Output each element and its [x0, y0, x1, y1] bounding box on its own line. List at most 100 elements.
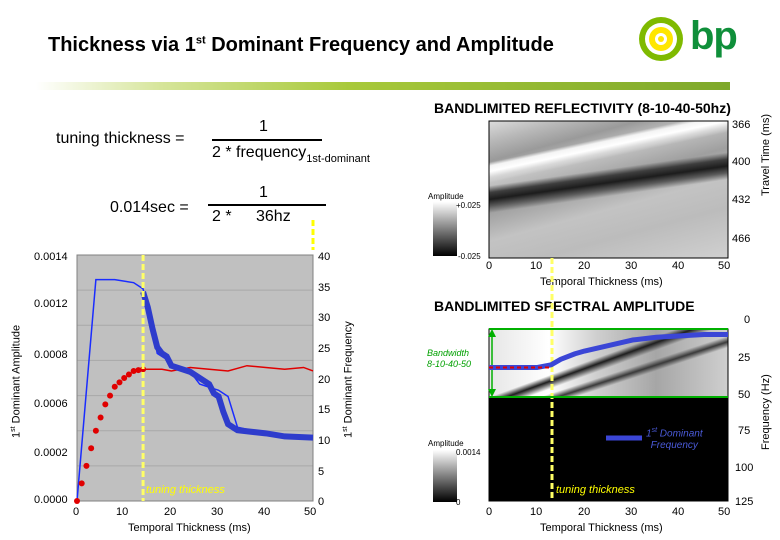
- spec-ytick: 75: [738, 425, 751, 437]
- amplitude-marker: [107, 392, 114, 399]
- refl-xtick: 40: [672, 260, 685, 272]
- left-xtick: 20: [164, 506, 177, 518]
- spec-xtick: 30: [625, 506, 638, 518]
- left-ytick: 0.0000: [34, 494, 68, 506]
- reflectivity-border: [488, 120, 729, 259]
- spectral-image: [489, 329, 728, 501]
- right-ytick: 5: [318, 466, 325, 478]
- numerator-2: 1: [259, 184, 268, 201]
- frequency-thick-line: [140, 291, 314, 441]
- bandwidth-arrow-down: [488, 389, 496, 397]
- amplitude-marker: [135, 367, 142, 374]
- value-label: 0.014sec =: [110, 199, 189, 216]
- bandwidth-arrow-up: [488, 329, 496, 337]
- amplitude-marker: [116, 379, 123, 386]
- refl-xtick: 0: [486, 260, 493, 272]
- bp-logo: bp: [636, 14, 756, 64]
- refl-x-axis-label: Temporal Thickness (ms): [540, 276, 663, 288]
- spectral-title: BANDLIMITED SPECTRAL AMPLITUDE: [434, 298, 695, 314]
- spectral-colorbar: [433, 450, 457, 502]
- reflectivity-colorbar-label: Amplitude: [428, 192, 464, 201]
- amplitude-marker: [78, 480, 85, 487]
- denominator-1: 2 * frequency1st-dominant: [212, 144, 370, 165]
- bp-logo-text: bp: [690, 14, 738, 58]
- amplitude-marker: [111, 383, 118, 390]
- amplitude-line: [143, 364, 314, 372]
- spec-xtick: 50: [718, 506, 731, 518]
- reflectivity-title: BANDLIMITED REFLECTIVITY (8-10-40-50hz): [434, 100, 731, 116]
- reflectivity-image: [489, 121, 728, 258]
- spec-ytick: 100: [735, 462, 754, 474]
- reflectivity-colorbar: [433, 202, 457, 256]
- left-ytick: 0.0006: [34, 398, 68, 410]
- spec-xtick: 10: [530, 506, 543, 518]
- left-tuning-annotation: tuning thickness: [146, 484, 225, 496]
- spec-xtick: 20: [578, 506, 591, 518]
- spectral-colorbar-min: 0: [456, 498, 461, 507]
- amplitude-marker: [88, 445, 95, 452]
- amplitude-marker: [83, 462, 90, 469]
- fraction-line-1: [212, 139, 322, 141]
- left-xtick: 40: [258, 506, 271, 518]
- legend-label: 1st Dominant Frequency: [646, 427, 703, 452]
- refl-ytick: 432: [732, 194, 751, 206]
- bandwidth-label: Bandwidth 8-10-40-50: [427, 348, 472, 369]
- spectral-colorbar-label: Amplitude: [428, 439, 464, 448]
- spectral-bright-band: [489, 329, 728, 397]
- amplitude-marker: [125, 371, 132, 378]
- left-xtick: 0: [73, 506, 80, 518]
- amplitude-marker: [102, 401, 109, 408]
- bp-helios-icon: [639, 17, 683, 61]
- amplitude-marker: [97, 414, 104, 421]
- refl-xtick: 50: [718, 260, 731, 272]
- left-ytick: 0.0002: [34, 447, 68, 459]
- right-ytick: 15: [318, 404, 331, 416]
- refl-xtick: 20: [578, 260, 591, 272]
- right-ytick: 10: [318, 435, 331, 447]
- refl-xtick: 30: [625, 260, 638, 272]
- spec-ytick: 25: [738, 352, 751, 364]
- left-ytick: 0.0008: [34, 349, 68, 361]
- reflectivity-colorbar-max: +0.025: [456, 201, 481, 210]
- denominator-2a: 2 *: [212, 208, 232, 225]
- fraction-line-2: [208, 204, 326, 206]
- left-x-axis-label: Temporal Thickness (ms): [128, 522, 251, 534]
- spectral-colorbar-max: 0.0014: [456, 448, 481, 457]
- left-ytick: 0.0012: [34, 298, 68, 310]
- right-ytick: 0: [318, 496, 325, 508]
- reflectivity-colorbar-min: -0.025: [458, 252, 481, 261]
- left-plot-border: [76, 254, 314, 502]
- left-xtick: 10: [116, 506, 129, 518]
- spec-x-axis-label: Temporal Thickness (ms): [540, 522, 663, 534]
- spectral-tuning-annotation: tuning thickness: [556, 484, 635, 496]
- spec-xtick: 40: [672, 506, 685, 518]
- amplitude-marker: [130, 367, 137, 374]
- right-ytick: 30: [318, 312, 331, 324]
- refl-ytick: 400: [732, 156, 751, 168]
- amplitude-marker: [92, 427, 99, 434]
- spec-ytick: 125: [735, 496, 754, 508]
- denominator-2b: 36hz: [256, 208, 291, 225]
- slide-title: Thickness via 1st Dominant Frequency and…: [48, 34, 554, 56]
- spec-ytick: 0: [744, 314, 751, 326]
- refl-xtick: 10: [530, 260, 543, 272]
- numerator-1: 1: [259, 118, 268, 135]
- right-ytick: 25: [318, 343, 331, 355]
- refl-ytick: 366: [732, 119, 751, 131]
- spec-ytick: 50: [738, 389, 751, 401]
- right-ytick: 35: [318, 282, 331, 294]
- left-xtick: 30: [211, 506, 224, 518]
- amplitude-marker: [121, 375, 128, 381]
- left-ytick: 0.0014: [34, 251, 68, 263]
- right-ytick: 20: [318, 374, 331, 386]
- amplitude-marker: [74, 498, 80, 504]
- title-divider: [36, 82, 730, 90]
- spectral-border: [488, 328, 729, 502]
- right-ytick: 40: [318, 251, 331, 263]
- refl-ytick: 466: [732, 233, 751, 245]
- spectral-dominant-frequency-line: [489, 332, 728, 371]
- tuning-thickness-label: tuning thickness =: [56, 130, 185, 147]
- spec-xtick: 0: [486, 506, 493, 518]
